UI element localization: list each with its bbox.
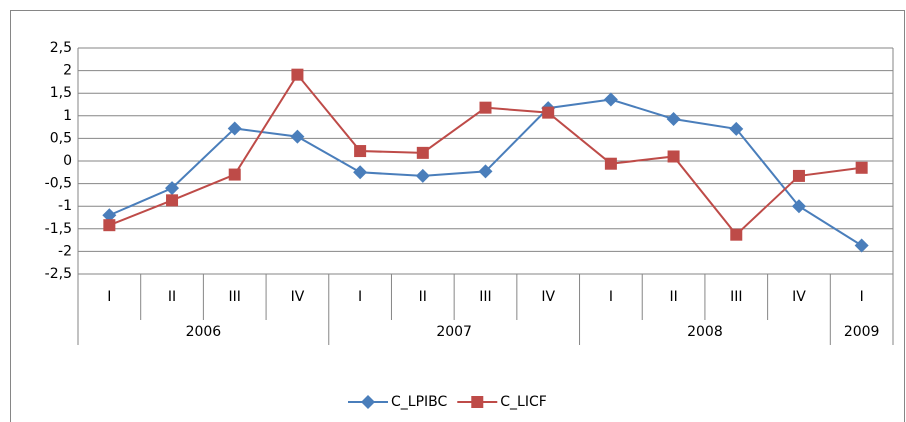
x-tick-label: II [168, 289, 176, 305]
year-label: 2009 [844, 324, 880, 340]
y-tick-label: 1,5 [50, 85, 72, 101]
y-tick-label: 2,5 [50, 40, 72, 56]
y-tick-label: 0 [63, 153, 72, 169]
y-tick-label: -2,5 [45, 266, 72, 282]
x-tick-label: I [358, 289, 362, 305]
marker [102, 208, 117, 223]
x-tick-label: I [107, 289, 111, 305]
marker [792, 169, 805, 182]
marker [479, 101, 492, 114]
y-tick-label: 2 [63, 63, 72, 79]
marker [353, 165, 368, 180]
x-tick-label: IV [291, 289, 305, 305]
marker [855, 161, 868, 174]
year-label: 2008 [687, 324, 723, 340]
marker [667, 150, 680, 163]
x-tick-label: II [419, 289, 427, 305]
x-tick-label: IV [792, 289, 806, 305]
x-tick-label: II [669, 289, 677, 305]
marker [791, 199, 806, 214]
marker [416, 146, 429, 159]
year-label: 2007 [436, 324, 472, 340]
marker [730, 228, 743, 241]
marker [666, 111, 681, 126]
marker [471, 396, 484, 408]
marker [103, 219, 116, 232]
marker [604, 157, 617, 170]
legend-label: C_LICF [500, 394, 547, 410]
marker [542, 106, 555, 119]
marker [603, 92, 618, 107]
x-tick-label: I [609, 289, 613, 305]
y-tick-label: -2 [58, 243, 72, 259]
marker [291, 68, 304, 81]
marker [228, 168, 241, 181]
x-tick-label: III [229, 289, 241, 305]
marker [166, 194, 179, 207]
y-tick-label: -1,5 [45, 221, 72, 237]
marker [729, 121, 744, 136]
marker [165, 181, 180, 196]
y-tick-label: -0,5 [45, 176, 72, 192]
chart-frame [10, 10, 905, 422]
x-tick-label: IV [541, 289, 555, 305]
marker [290, 129, 305, 144]
marker [354, 145, 367, 158]
year-label: 2006 [186, 324, 222, 340]
marker [415, 168, 430, 183]
marker [854, 238, 869, 253]
y-tick-label: 0,5 [50, 130, 72, 146]
marker [478, 164, 493, 179]
legend-label: C_LPIBC [391, 394, 448, 410]
x-tick-label: III [730, 289, 742, 305]
x-tick-label: I [860, 289, 864, 305]
y-tick-label: 1 [63, 108, 72, 124]
marker [361, 395, 375, 409]
marker [227, 121, 242, 136]
x-tick-label: III [479, 289, 491, 305]
y-tick-label: -1 [58, 198, 72, 214]
